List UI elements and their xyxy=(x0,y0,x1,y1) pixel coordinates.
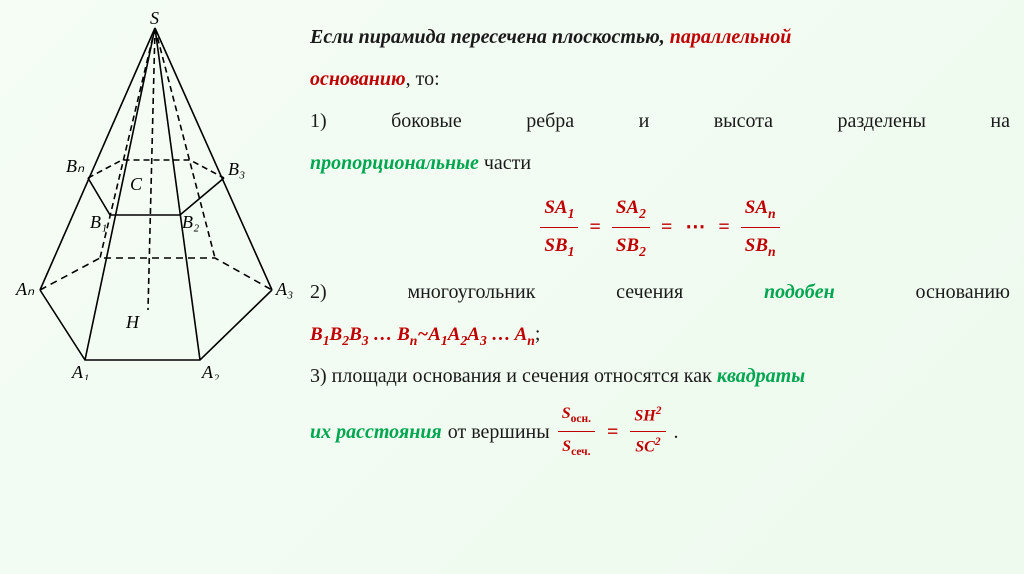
item2-pod: подобен xyxy=(764,273,835,311)
svg-text:A₃: A₃ xyxy=(275,279,293,299)
An: A xyxy=(515,324,528,345)
f2n: SA xyxy=(616,197,639,218)
content-area: Если пирамида пересечена плоскостью, пар… xyxy=(310,18,1010,469)
intro-t2: параллельной xyxy=(670,26,792,48)
svg-text:Bₙ: Bₙ xyxy=(66,156,85,176)
item2-n: 2) xyxy=(310,273,327,311)
eq4: = xyxy=(607,413,618,451)
B3: B xyxy=(349,324,362,345)
item2-w2: сечения xyxy=(616,273,683,311)
item1-line2: пропорциональные части xyxy=(310,144,1010,182)
item3-t3: от вершины xyxy=(448,413,550,451)
svg-text:A₁: A₁ xyxy=(71,362,89,380)
intro-t3: основанию xyxy=(310,68,406,90)
svg-text:H: H xyxy=(125,312,140,332)
semi: ; xyxy=(535,323,541,345)
item2-w3: основанию xyxy=(916,273,1010,311)
item2-w1: многоугольник xyxy=(407,273,535,311)
A1: A xyxy=(428,324,441,345)
A3s: 3 xyxy=(480,332,487,347)
f3d: SB xyxy=(745,235,768,256)
svg-text:B₂: B₂ xyxy=(182,212,199,232)
Ans: n xyxy=(527,332,535,347)
svg-text:B₁: B₁ xyxy=(90,212,107,232)
svg-text:Aₙ: Aₙ xyxy=(15,279,35,299)
A3: A xyxy=(467,324,480,345)
item1-w1: боковые xyxy=(391,102,462,140)
f2ns: 2 xyxy=(639,206,646,221)
item2-series: B1B2B3 … Bn~A1A2A3 … An; xyxy=(310,315,1010,354)
dotsA: … xyxy=(492,324,511,345)
item1-w2: ребра xyxy=(526,102,574,140)
item3-t2: их расстояния xyxy=(310,413,442,451)
item1-w4: высота xyxy=(714,102,773,140)
f3ns: n xyxy=(768,206,776,221)
SosnS: осн. xyxy=(571,414,591,426)
SsecS: сеч. xyxy=(571,447,590,459)
B1: B xyxy=(310,324,323,345)
item1-line1: 1) боковые ребра и высота разделены на xyxy=(310,102,1010,140)
SHs: 2 xyxy=(656,405,662,417)
eq3: = xyxy=(718,216,729,238)
intro-line2: основанию, то: xyxy=(310,60,1010,98)
Bn: B xyxy=(397,324,410,345)
f1n: SA xyxy=(544,197,567,218)
B3s: 3 xyxy=(362,332,369,347)
A1s: 1 xyxy=(441,332,448,347)
item1-n: 1) xyxy=(310,102,327,140)
SH: SH xyxy=(634,407,655,424)
item3-line1: 3) площади основания и сечения относятся… xyxy=(310,357,1010,395)
Ssec: S xyxy=(562,438,571,455)
svg-text:C: C xyxy=(130,174,143,194)
item3-n: 3) xyxy=(310,365,327,387)
f2d: SB xyxy=(616,235,639,256)
item3-line2: их расстояния от вершины Sосн. Sсеч. = S… xyxy=(310,399,1010,464)
dots1: ⋯ xyxy=(685,216,705,238)
pyramid-diagram: S Bₙ B₃ B₁ B₂ C Aₙ A₃ A₁ A₂ H xyxy=(10,10,300,380)
svg-text:A₂: A₂ xyxy=(201,362,219,380)
formula-ratio: SA1 SB1 = SA2 SB2 = ⋯ = SAn SBn xyxy=(310,190,1010,265)
eq1: = xyxy=(589,216,600,238)
SC: SC xyxy=(635,439,655,456)
item1-w3: и xyxy=(639,102,650,140)
Sosn: S xyxy=(562,405,571,422)
item1-w5: разделены xyxy=(838,102,926,140)
tilde: ~ xyxy=(417,324,428,345)
svg-text:B₃: B₃ xyxy=(228,159,245,179)
item1-parts: части xyxy=(484,152,531,174)
SCs: 2 xyxy=(655,436,661,448)
item3-t1: площади основания и сечения относятся ка… xyxy=(332,365,712,387)
finaldot: . xyxy=(674,413,679,451)
f3ds: n xyxy=(768,244,776,259)
f1ns: 1 xyxy=(568,206,575,221)
intro-t4: , то: xyxy=(406,68,440,90)
item1-prop: пропорциональные xyxy=(310,152,479,174)
intro-line: Если пирамида пересечена плоскостью, пар… xyxy=(310,18,1010,56)
f2ds: 2 xyxy=(639,244,646,259)
eq2: = xyxy=(661,216,672,238)
f1d: SB xyxy=(544,235,567,256)
A2: A xyxy=(448,324,461,345)
intro-t1: Если пирамида пересечена плоскостью, xyxy=(310,26,665,48)
f3n: SA xyxy=(745,197,768,218)
item1-w6: на xyxy=(990,102,1010,140)
dotsB: … xyxy=(373,324,392,345)
svg-text:S: S xyxy=(150,10,159,28)
item2-line1: 2) многоугольник сечения подобен основан… xyxy=(310,273,1010,311)
item3-kv: квадраты xyxy=(717,365,805,387)
B1s: 1 xyxy=(323,332,330,347)
f1ds: 1 xyxy=(568,244,575,259)
B2: B xyxy=(330,324,343,345)
